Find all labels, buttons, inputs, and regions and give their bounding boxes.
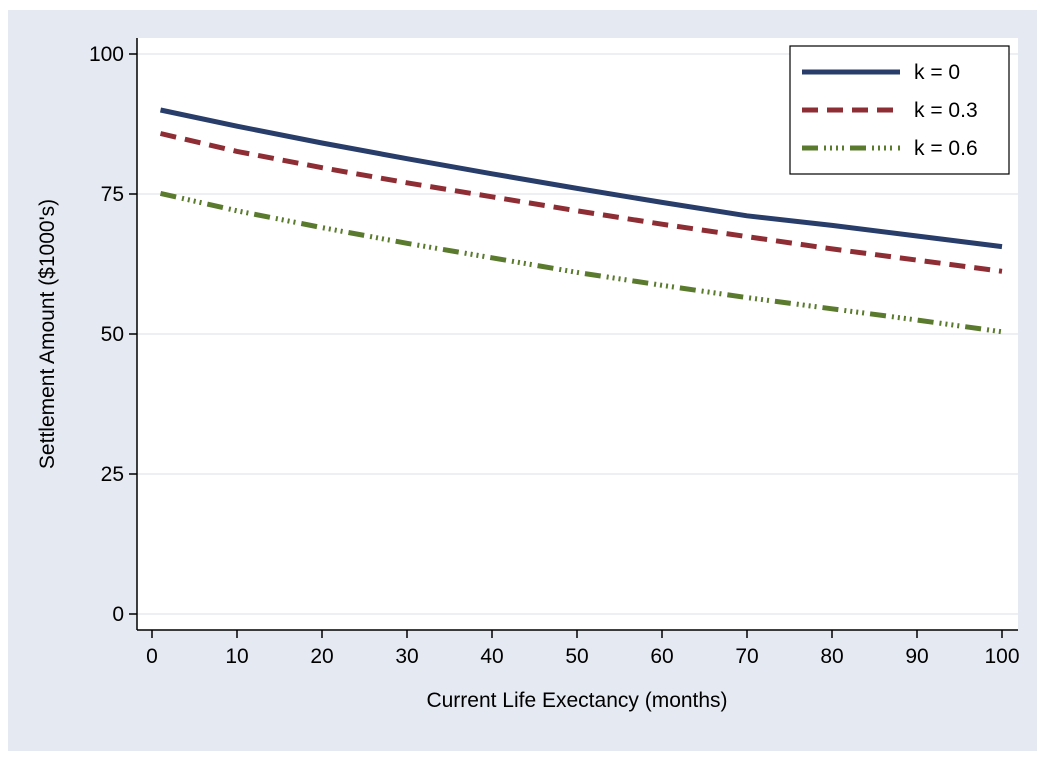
legend-box [789,45,1010,175]
x-tick-label: 70 [735,645,758,668]
legend-label-0: k = 0 [914,61,960,84]
x-tick-label: 80 [820,645,843,668]
series-line-2 [159,190,1003,335]
x-tick-label: 90 [905,645,928,668]
x-tick-label: 50 [565,645,588,668]
series-line-1 [159,131,1003,274]
legend-label-2: k = 0.6 [914,137,978,160]
x-tick-label: 20 [310,645,333,668]
legend: k = 0 k = 0.3 k = 0.6 [789,45,1010,175]
x-tick-label: 10 [225,645,248,668]
x-axis-label: Current Life Exectancy (months) [426,689,727,712]
y-tick-label: 0 [112,603,124,626]
y-tick-label: 50 [101,323,124,346]
x-tick-label: 40 [480,645,503,668]
axes: 0 25 50 75 100 0 10 20 30 40 50 60 70 80 90 100 [89,38,1020,668]
y-tick-label: 100 [89,43,124,66]
y-tick-label: 75 [101,183,124,206]
x-tick-label: 100 [984,645,1019,668]
series-line-0 [159,107,1003,250]
y-tick-label: 25 [101,463,124,486]
y-axis-label: Settlement Amount ($1000's) [36,199,59,469]
legend-label-1: k = 0.3 [914,99,978,122]
x-tick-label: 30 [395,645,418,668]
x-tick-label: 0 [146,645,158,668]
series-layer [159,107,1003,335]
x-tick-label: 60 [650,645,673,668]
